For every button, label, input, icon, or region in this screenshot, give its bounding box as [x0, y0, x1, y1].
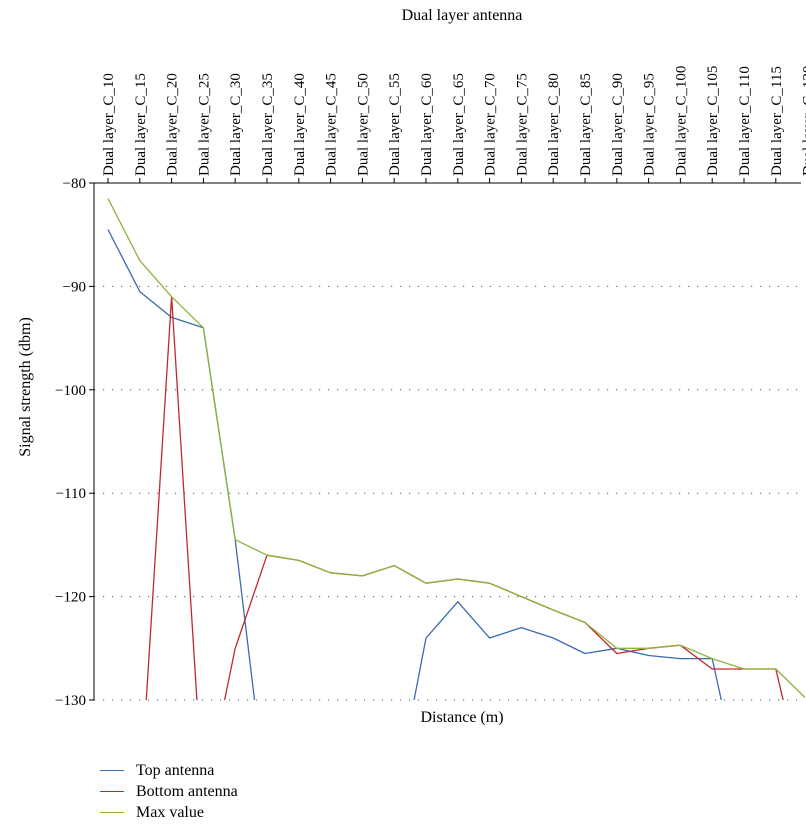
x-tick-label: Dual layer_C_75	[514, 73, 530, 176]
chart-title: Dual layer antenna	[402, 7, 523, 24]
x-tick-label: Dual layer_C_105	[705, 66, 721, 176]
legend-swatch-max-value	[100, 812, 124, 813]
y-tick-label: −90	[63, 279, 86, 295]
x-tick-label: Dual layer_C_115	[769, 66, 785, 176]
x-tick-label: Dual layer_C_50	[355, 73, 371, 176]
x-axis: Dual layer_C_10 Dual layer_C_15 Dual layer…	[94, 66, 806, 184]
x-tick-label: Dual layer_C_80	[546, 73, 562, 176]
y-axis: −80 −90 −100 −110 −120 −130	[55, 176, 95, 709]
x-tick-label: Dual layer_C_45	[324, 73, 340, 176]
x-tick-label: Dual layer_C_95	[642, 73, 658, 176]
x-tick-label: Dual layer_C_10	[101, 73, 117, 176]
x-tick-label: Dual layer_C_60	[419, 73, 435, 176]
legend-label: Max value	[136, 803, 204, 821]
grid-lines	[94, 285, 801, 701]
y-tick-label: −80	[63, 176, 86, 192]
legend-item-max-value: Max value	[100, 802, 238, 823]
x-tick-label: Dual layer_C_120	[801, 66, 806, 176]
x-tick-label: Dual layer_C_15	[133, 73, 149, 176]
x-tick-label: Dual layer_C_55	[387, 73, 403, 176]
x-tick-label: Dual layer_C_85	[578, 73, 594, 176]
legend-swatch-bottom-antenna	[100, 791, 124, 792]
legend-item-bottom-antenna: Bottom antenna	[100, 781, 238, 802]
y-tick-label: −120	[55, 590, 86, 606]
x-tick-label: Dual layer_C_90	[610, 73, 626, 176]
x-axis-label: Distance (m)	[420, 709, 503, 726]
x-tick-label: Dual layer_C_20	[165, 73, 181, 176]
y-axis-label: Signal strength (dbm)	[17, 317, 34, 457]
legend-swatch-top-antenna	[100, 770, 124, 771]
x-tick-label: Dual layer_C_100	[673, 66, 689, 176]
y-tick-label: −100	[55, 383, 86, 399]
x-tick-label: Dual layer_C_110	[737, 66, 753, 176]
legend: Top antenna Bottom antenna Max value	[100, 760, 238, 823]
x-tick-label: Dual layer_C_30	[228, 73, 244, 176]
series-lines	[107, 198, 805, 700]
legend-label: Bottom antenna	[136, 782, 238, 800]
series-line-bottom-antenna	[145, 296, 784, 700]
x-tick-label: Dual layer_C_40	[292, 73, 308, 176]
y-tick-label: −110	[56, 486, 86, 502]
series-line-max-value	[107, 198, 805, 699]
y-tick-label: −130	[55, 693, 86, 709]
legend-item-top-antenna: Top antenna	[100, 760, 238, 781]
legend-label: Top antenna	[136, 761, 215, 779]
x-tick-label: Dual layer_C_70	[483, 73, 499, 176]
x-tick-label: Dual layer_C_35	[260, 73, 276, 176]
x-tick-label: Dual layer_C_25	[196, 73, 212, 176]
x-tick-label: Dual layer_C_65	[451, 73, 467, 176]
